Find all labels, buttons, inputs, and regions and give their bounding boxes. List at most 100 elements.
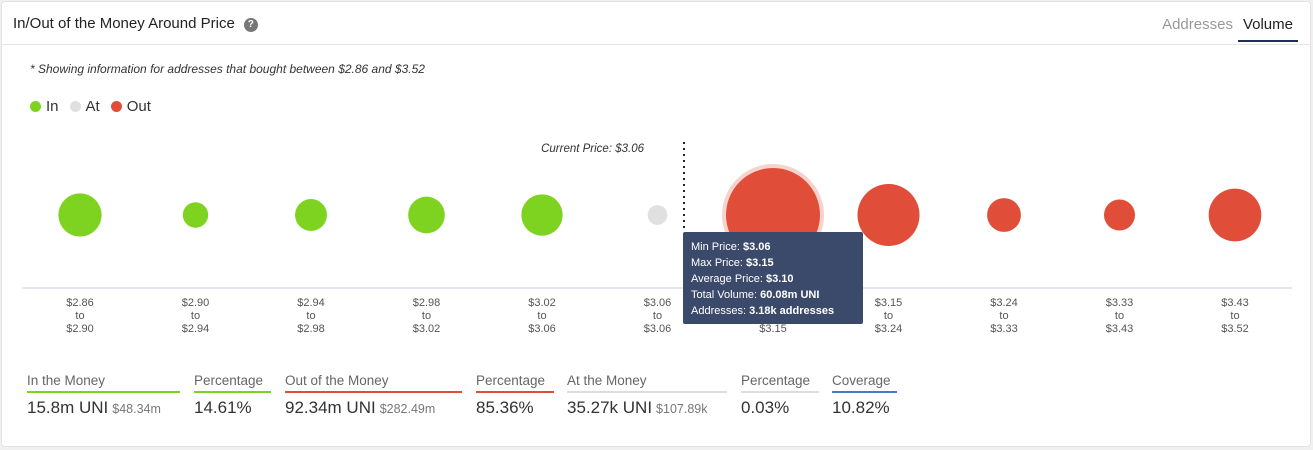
stat-coverage: Coverage 10.82%	[832, 373, 897, 418]
stat-at-pct-bar	[741, 391, 819, 393]
bubble-in[interactable]	[58, 193, 102, 237]
tooltip-max-value: $3.15	[746, 257, 774, 269]
x-tick-label: $2.90	[182, 297, 210, 309]
stat-coverage-bar	[832, 391, 897, 393]
stat-out-of-the-money: Out of the Money 92.34m UNI $282.49m	[285, 373, 462, 418]
bubble-tooltip: Min Price: $3.06 Max Price: $3.15 Averag…	[683, 232, 863, 324]
stat-at-the-money: At the Money 35.27k UNI $107.89k	[567, 373, 727, 418]
x-tick-label: $3.52	[1221, 323, 1249, 335]
x-tick-label: $2.98	[413, 297, 441, 309]
help-icon[interactable]: ?	[243, 18, 258, 32]
x-tick-label: $2.94	[297, 297, 325, 309]
stat-in-the-money: In the Money 15.8m UNI $48.34m	[27, 373, 180, 418]
x-tick-label: $3.33	[1106, 297, 1134, 309]
x-tick-label: $2.98	[297, 323, 325, 335]
stat-at-label: At the Money	[567, 373, 647, 388]
x-tick-label: $2.86	[66, 297, 94, 309]
stat-coverage-label: Coverage	[832, 373, 891, 388]
x-tick-label: $2.94	[182, 323, 210, 335]
legend-item-out[interactable]: Out	[110, 98, 151, 115]
stat-in-pct-bar	[194, 391, 271, 393]
stat-at-bar	[567, 391, 727, 393]
tooltip-addresses-value: 3.18k addresses	[749, 305, 835, 317]
x-tick-label: to	[191, 310, 200, 322]
legend-item-in[interactable]: In	[30, 98, 59, 115]
current-price-label: Current Price: $3.06	[541, 143, 645, 155]
tooltip-min-row: Min Price: $3.06	[691, 239, 855, 255]
x-tick-label: $3.06	[528, 323, 556, 335]
stat-at-pct-value: 0.03%	[741, 398, 790, 417]
x-tick-label: $2.90	[66, 323, 94, 335]
x-tick-label: to	[537, 310, 546, 322]
bubble-in[interactable]	[521, 194, 563, 236]
tooltip-addresses-label: Addresses:	[691, 305, 747, 317]
stat-out-label: Out of the Money	[285, 373, 389, 388]
stat-in-label: In the Money	[27, 373, 106, 388]
legend-out-label: Out	[126, 98, 151, 115]
x-tick-label: to	[306, 310, 315, 322]
tooltip-avg-row: Average Price: $3.10	[691, 271, 855, 287]
tooltip-volume-value: 60.08m UNI	[760, 289, 820, 301]
legend-at-dot	[69, 101, 81, 112]
tooltip-volume-row: Total Volume: 60.08m UNI	[691, 287, 855, 303]
x-tick-label: $3.06	[644, 323, 672, 335]
tooltip-max-row: Max Price: $3.15	[691, 255, 855, 271]
x-tick-label: $3.15	[759, 323, 787, 335]
x-tick-label: to	[75, 310, 84, 322]
legend-in-dot	[30, 101, 41, 112]
bubble-in[interactable]	[408, 196, 445, 234]
x-tick-label: $3.43	[1221, 297, 1249, 309]
stat-in-usd: $48.34m	[112, 402, 161, 416]
bubble-out[interactable]	[857, 183, 920, 247]
stat-out-value-row: 92.34m UNI $282.49m	[285, 398, 462, 418]
tooltip-avg-label: Average Price:	[691, 273, 763, 285]
x-tick-label: $3.06	[644, 297, 672, 309]
tab-volume[interactable]: Volume	[1237, 16, 1298, 42]
widget-title: In/Out of the Money Around Price?	[13, 15, 258, 32]
bubble-at[interactable]	[647, 205, 668, 225]
tooltip-volume-label: Total Volume:	[691, 289, 758, 301]
x-tick-label: $3.43	[1106, 323, 1134, 335]
stat-out-percentage: Percentage 85.36%	[476, 373, 554, 418]
bubble-in[interactable]	[182, 202, 209, 228]
tooltip-min-value: $3.06	[742, 241, 771, 253]
stat-out-bar	[285, 391, 462, 393]
stat-coverage-value: 10.82%	[832, 398, 890, 417]
stat-at-usd: $107.89k	[656, 402, 708, 416]
x-tick-label: to	[1115, 310, 1124, 322]
chart-legend: In At Out	[30, 98, 162, 115]
bubble-out[interactable]	[987, 198, 1021, 232]
stat-at-pct-label: Percentage	[741, 373, 811, 388]
legend-in-label: In	[46, 98, 59, 115]
x-tick-label: to	[1230, 310, 1239, 322]
header-divider	[2, 44, 1310, 45]
legend-item-at[interactable]: At	[69, 98, 100, 115]
legend-out-dot	[110, 101, 122, 112]
widget-title-text: In/Out of the Money Around Price	[13, 15, 235, 32]
stat-in-pct-value: 14.61%	[194, 398, 252, 417]
view-tabs: Addresses Volume	[1157, 16, 1298, 42]
x-tick-label: $3.02	[413, 323, 441, 335]
bubble-in[interactable]	[295, 199, 327, 231]
stat-in-pct-label: Percentage	[194, 373, 264, 388]
x-tick-label: $3.33	[990, 323, 1018, 335]
stat-in-bar	[27, 391, 180, 393]
x-tick-label: $3.02	[528, 297, 556, 309]
stat-out-pct-bar	[476, 391, 554, 393]
bubble-out[interactable]	[1208, 188, 1262, 242]
tooltip-max-label: Max Price:	[691, 257, 743, 269]
stat-out-value: 92.34m UNI	[285, 398, 376, 417]
stat-out-pct-value: 85.36%	[476, 398, 534, 417]
range-note: * Showing information for addresses that…	[30, 62, 425, 76]
legend-at-label: At	[85, 98, 100, 115]
bubble-out[interactable]	[1103, 199, 1136, 231]
tooltip-addresses-row: Addresses: 3.18k addresses	[691, 303, 855, 319]
tooltip-avg-value: $3.10	[766, 273, 794, 285]
x-tick-label: $3.24	[990, 297, 1018, 309]
tab-addresses[interactable]: Addresses	[1162, 16, 1233, 33]
stat-out-pct-label: Percentage	[476, 373, 546, 388]
stat-at-percentage: Percentage 0.03%	[741, 373, 819, 418]
stat-at-value-row: 35.27k UNI $107.89k	[567, 398, 727, 418]
tooltip-min-label: Min Price:	[691, 241, 740, 253]
